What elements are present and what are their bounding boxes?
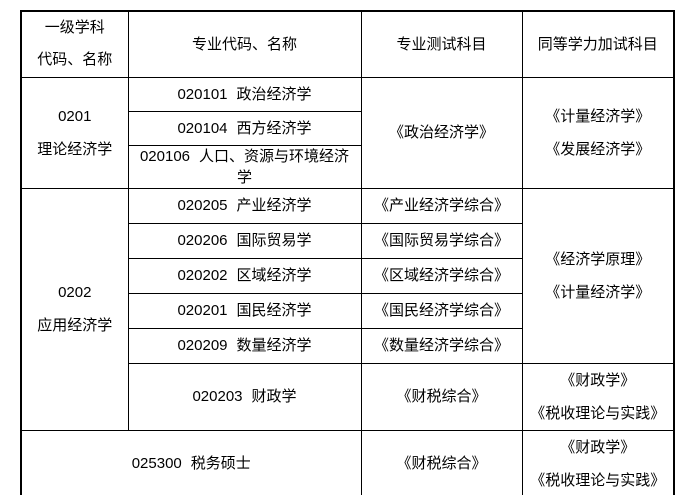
header-equivalency-extra-subject: 同等学力加试科目 <box>521 10 675 78</box>
extra-subject-line1: 《计量经济学》 <box>545 107 651 125</box>
admissions-subjects-table: 一级学科 代码、名称 专业代码、名称 专业测试科目 同等学力加试科目 0201 … <box>20 10 675 495</box>
major-code: 020209 <box>177 337 228 354</box>
discipline-code: 0201 <box>58 107 92 125</box>
cell-major-020201: 020201 国民经济学 <box>127 292 362 329</box>
cell-test-020201: 《国民经济学综合》 <box>360 292 523 329</box>
cell-test-020202: 《区域经济学综合》 <box>360 257 523 294</box>
major-name: 财政学 <box>251 388 297 405</box>
major-code: 020104 <box>177 119 228 137</box>
cell-major-020202: 020202 区域经济学 <box>127 257 362 294</box>
discipline-code: 0202 <box>58 284 92 301</box>
table-row: 020203 财政学 《财税综合》 《财政学》 《税收理论与实践》 <box>21 362 675 431</box>
major-name: 西方经济学 <box>236 119 312 137</box>
header-discipline-line2: 代码、名称 <box>37 51 113 69</box>
major-code: 020106 <box>139 147 191 165</box>
major-code: 025300 <box>131 455 182 472</box>
cell-major-020209: 020209 数量经济学 <box>127 327 362 364</box>
major-code: 020203 <box>192 388 243 405</box>
header-discipline-line1: 一级学科 <box>44 19 105 37</box>
major-code: 020101 <box>177 85 228 103</box>
table-row: 020206 国际贸易学 《国际贸易学综合》 <box>21 222 674 259</box>
major-name: 政治经济学 <box>236 85 312 103</box>
cell-extra-020203: 《财政学》 《税收理论与实践》 <box>521 362 675 431</box>
cell-test-020209: 《数量经济学综合》 <box>360 327 523 364</box>
table-row: 0202 应用经济学 020205 产业经济学 《产业经济学综合》 《经济学原理》… <box>20 187 675 431</box>
table-row: 0201 理论经济学 020101 政治经济学 《政治经济学》 《计量经济学》 《… <box>20 76 675 189</box>
cell-extra-group2: 《经济学原理》 《计量经济学》 <box>521 187 675 364</box>
cell-major-020203: 020203 财政学 <box>127 362 362 431</box>
major-name: 区域经济学 <box>236 267 312 284</box>
cell-discipline-0202: 0202 应用经济学 <box>20 187 129 431</box>
major-code: 020202 <box>177 267 228 284</box>
cell-test-group1: 《政治经济学》 <box>360 76 523 189</box>
major-name: 国际贸易学 <box>236 232 312 249</box>
cell-major-020101: 020101 政治经济学 <box>127 76 362 112</box>
cell-test-020205: 《产业经济学综合》 <box>360 187 523 224</box>
cell-extra-025300: 《财政学》 《税收理论与实践》 <box>521 429 675 495</box>
header-major-test-subject: 专业测试科目 <box>360 10 523 78</box>
major-name: 人口、资源与环境经济学 <box>199 147 350 186</box>
cell-major-020106: 020106 人口、资源与环境经济学 <box>127 144 362 189</box>
cell-major-020104: 020104 西方经济学 <box>127 110 362 146</box>
table-row: 020202 区域经济学 《区域经济学综合》 <box>21 257 674 294</box>
cell-major-025300: 025300 税务硕士 <box>20 429 362 495</box>
cell-major-020206: 020206 国际贸易学 <box>127 222 362 259</box>
extra-subject-line2: 《计量经济学》 <box>545 283 651 301</box>
cell-major-020205: 020205 产业经济学 <box>127 187 362 224</box>
table-row: 020104 西方经济学 <box>21 110 674 146</box>
major-name: 税务硕士 <box>190 455 251 472</box>
cell-extra-group1: 《计量经济学》 《发展经济学》 <box>521 76 675 189</box>
header-row: 一级学科 代码、名称 专业代码、名称 专业测试科目 同等学力加试科目 <box>20 10 675 78</box>
extra-subject-line2: 《发展经济学》 <box>545 140 651 158</box>
extra-subject-line1: 《财政学》 <box>560 371 636 389</box>
major-name: 数量经济学 <box>236 337 312 354</box>
major-name: 产业经济学 <box>236 197 312 214</box>
major-code: 020206 <box>177 232 228 249</box>
table-row: 025300 税务硕士 《财税综合》 《财政学》 《税收理论与实践》 <box>20 429 675 495</box>
extra-subject-line1: 《财政学》 <box>560 438 636 456</box>
cell-test-020203: 《财税综合》 <box>360 362 523 431</box>
cell-test-025300: 《财税综合》 <box>360 429 523 495</box>
table-row: 020201 国民经济学 《国民经济学综合》 <box>21 292 674 329</box>
header-major-code-name: 专业代码、名称 <box>127 10 362 78</box>
major-name: 国民经济学 <box>236 302 312 319</box>
cell-test-020206: 《国际贸易学综合》 <box>360 222 523 259</box>
extra-subject-line2: 《税收理论与实践》 <box>530 471 666 489</box>
discipline-name: 理论经济学 <box>37 140 113 158</box>
table-row: 020209 数量经济学 《数量经济学综合》 <box>21 327 674 364</box>
major-code: 020201 <box>177 302 228 319</box>
table-row: 020106 人口、资源与环境经济学 <box>21 144 674 189</box>
discipline-name: 应用经济学 <box>37 317 113 334</box>
cell-discipline-0201: 0201 理论经济学 <box>20 76 129 189</box>
extra-subject-line2: 《税收理论与实践》 <box>530 404 666 422</box>
major-code: 020205 <box>177 197 228 214</box>
extra-subject-line1: 《经济学原理》 <box>545 250 651 268</box>
header-discipline-code-name: 一级学科 代码、名称 <box>20 10 129 78</box>
